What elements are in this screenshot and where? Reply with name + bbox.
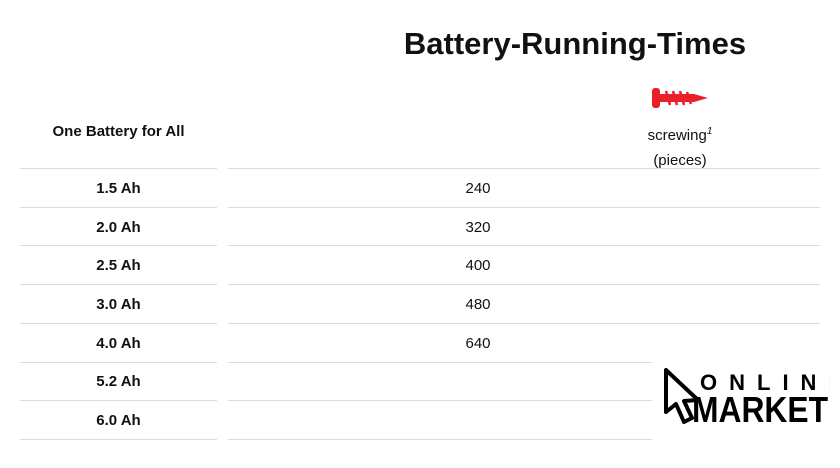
- divider: [228, 439, 652, 440]
- divider: [20, 439, 217, 440]
- battery-cell: 6.0 Ah: [20, 400, 217, 440]
- pieces-value: 640: [465, 334, 491, 352]
- pieces-cell: 400: [228, 245, 820, 285]
- battery-cell: 2.0 Ah: [20, 206, 217, 247]
- pieces-cell: [228, 400, 652, 440]
- cursor-arrow-icon: [664, 368, 700, 424]
- pieces-value: 320: [465, 218, 491, 236]
- svg-text:MARKET: MARKET: [692, 389, 828, 426]
- pieces-value: 400: [465, 257, 491, 275]
- pieces-value: 240: [465, 179, 491, 197]
- pieces-cell: [228, 361, 652, 402]
- pieces-cell: 640: [228, 322, 820, 363]
- pieces-cell: 480: [228, 284, 820, 324]
- battery-cell: 3.0 Ah: [20, 284, 217, 324]
- column-header-battery: One Battery for All: [52, 123, 185, 140]
- online-market-logo: ONLINE MARKET: [664, 368, 830, 426]
- footnote-mark: 1: [706, 126, 713, 137]
- column-header-screwing: screwing1 (pieces): [580, 119, 780, 173]
- pieces-cell: 320: [228, 206, 820, 247]
- header-unit: (pieces): [653, 152, 707, 169]
- battery-cell: 1.5 Ah: [20, 168, 217, 208]
- svg-text:ONLINE: ONLINE: [700, 370, 830, 395]
- battery-cell: 4.0 Ah: [20, 322, 217, 363]
- header-screwing: screwing: [647, 127, 707, 144]
- battery-cell: 2.5 Ah: [20, 245, 217, 285]
- screw-icon: [652, 88, 708, 108]
- battery-cell: 5.2 Ah: [20, 361, 217, 402]
- page-title: Battery-Running-Times: [403, 26, 747, 61]
- pieces-value: 480: [465, 295, 491, 313]
- pieces-cell: 240: [228, 168, 820, 208]
